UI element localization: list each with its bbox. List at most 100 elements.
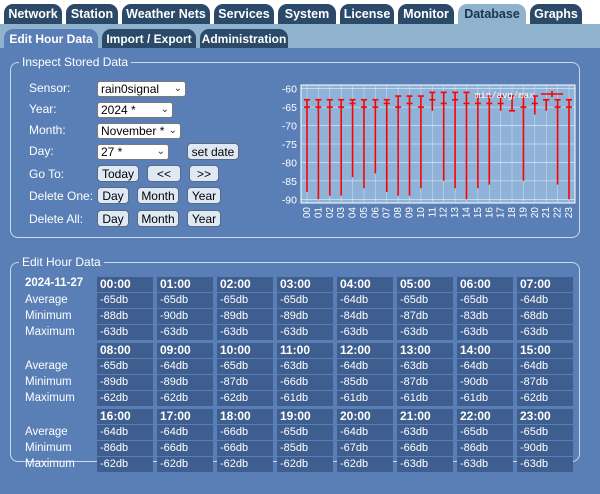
average-cell[interactable]: -64db: [337, 293, 393, 308]
maximum-cell[interactable]: -63db: [397, 457, 453, 472]
delete-all-month-button[interactable]: Month: [137, 210, 179, 227]
average-cell[interactable]: -65db: [277, 293, 333, 308]
tab-edit-hour-data[interactable]: Edit Hour Data: [4, 29, 98, 48]
average-cell[interactable]: -63db: [397, 425, 453, 440]
minimum-cell[interactable]: -89db: [277, 309, 333, 324]
maximum-cell[interactable]: -63db: [97, 325, 153, 340]
average-cell[interactable]: -65db: [457, 293, 513, 308]
maximum-cell[interactable]: -62db: [277, 457, 333, 472]
minimum-cell[interactable]: -85db: [277, 441, 333, 456]
tab-monitor[interactable]: Monitor: [398, 4, 454, 24]
minimum-cell[interactable]: -87db: [517, 375, 573, 390]
prev-button[interactable]: <<: [147, 165, 181, 182]
maximum-cell[interactable]: -61db: [277, 391, 333, 406]
average-cell[interactable]: -63db: [277, 359, 333, 374]
maximum-cell[interactable]: -62db: [157, 391, 213, 406]
maximum-cell[interactable]: -63db: [457, 457, 513, 472]
maximum-cell[interactable]: -62db: [217, 457, 273, 472]
average-cell[interactable]: -65db: [97, 293, 153, 308]
maximum-cell[interactable]: -63db: [457, 325, 513, 340]
x-tick-label: 13: [450, 207, 461, 219]
minimum-cell[interactable]: -86db: [457, 441, 513, 456]
tab-weather-nets[interactable]: Weather Nets: [122, 4, 210, 24]
delete-one-month-button[interactable]: Month: [137, 187, 179, 204]
delete-one-day-button[interactable]: Day: [97, 187, 129, 204]
minimum-cell[interactable]: -87db: [397, 309, 453, 324]
month-select[interactable]: November * ⌄: [97, 123, 181, 139]
day-select[interactable]: 27 * ⌄: [97, 144, 169, 160]
minimum-cell[interactable]: -84db: [337, 309, 393, 324]
maximum-cell[interactable]: -63db: [277, 325, 333, 340]
minimum-cell[interactable]: -85db: [337, 375, 393, 390]
maximum-cell[interactable]: -62db: [97, 457, 153, 472]
average-cell[interactable]: -64db: [157, 425, 213, 440]
average-cell[interactable]: -65db: [217, 293, 273, 308]
maximum-cell[interactable]: -63db: [217, 325, 273, 340]
maximum-cell[interactable]: -63db: [157, 325, 213, 340]
tab-import-export[interactable]: Import / Export: [102, 29, 196, 48]
maximum-cell[interactable]: -61db: [457, 391, 513, 406]
minimum-cell[interactable]: -90db: [457, 375, 513, 390]
minimum-cell[interactable]: -89db: [157, 375, 213, 390]
maximum-cell[interactable]: -61db: [337, 391, 393, 406]
delete-all-year-button[interactable]: Year: [187, 210, 221, 227]
tab-system[interactable]: System: [278, 4, 336, 24]
average-cell[interactable]: -64db: [517, 293, 573, 308]
maximum-cell[interactable]: -62db: [97, 391, 153, 406]
year-select[interactable]: 2024 * ⌄: [97, 102, 173, 118]
average-cell[interactable]: -66db: [217, 425, 273, 440]
delete-all-day-button[interactable]: Day: [97, 210, 129, 227]
minimum-cell[interactable]: -89db: [97, 375, 153, 390]
minimum-cell[interactable]: -68db: [517, 309, 573, 324]
average-cell[interactable]: -65db: [97, 359, 153, 374]
sensor-select[interactable]: rain0signal ⌄: [97, 81, 186, 97]
minimum-cell[interactable]: -66db: [277, 375, 333, 390]
maximum-cell[interactable]: -63db: [517, 457, 573, 472]
delete-one-year-button[interactable]: Year: [187, 187, 221, 204]
average-cell[interactable]: -64db: [337, 359, 393, 374]
minimum-cell[interactable]: -90db: [157, 309, 213, 324]
tab-administration[interactable]: Administration: [200, 29, 288, 48]
minimum-cell[interactable]: -87db: [397, 375, 453, 390]
minimum-cell[interactable]: -67db: [337, 441, 393, 456]
next-button[interactable]: >>: [189, 165, 219, 182]
maximum-cell[interactable]: -62db: [157, 457, 213, 472]
average-cell[interactable]: -64db: [457, 359, 513, 374]
minimum-cell[interactable]: -87db: [217, 375, 273, 390]
average-cell[interactable]: -64db: [157, 359, 213, 374]
average-cell[interactable]: -64db: [337, 425, 393, 440]
average-cell[interactable]: -65db: [397, 293, 453, 308]
minimum-cell[interactable]: -88db: [97, 309, 153, 324]
average-cell[interactable]: -65db: [517, 425, 573, 440]
maximum-cell[interactable]: -62db: [217, 391, 273, 406]
average-cell[interactable]: -65db: [277, 425, 333, 440]
minimum-cell[interactable]: -66db: [217, 441, 273, 456]
maximum-cell[interactable]: -63db: [337, 325, 393, 340]
inspect-stored-data-panel: Inspect Stored Data Sensor: rain0signal …: [10, 55, 580, 238]
tab-network[interactable]: Network: [4, 4, 62, 24]
minimum-cell[interactable]: -86db: [97, 441, 153, 456]
average-cell[interactable]: -64db: [517, 359, 573, 374]
today-button[interactable]: Today: [97, 165, 139, 182]
maximum-cell[interactable]: -63db: [517, 325, 573, 340]
minimum-cell[interactable]: -90db: [517, 441, 573, 456]
average-cell[interactable]: -65db: [157, 293, 213, 308]
average-cell[interactable]: -63db: [397, 359, 453, 374]
tab-database[interactable]: Database: [458, 4, 526, 24]
average-cell[interactable]: -65db: [457, 425, 513, 440]
maximum-cell[interactable]: -62db: [517, 391, 573, 406]
tab-license[interactable]: License: [340, 4, 394, 24]
tab-graphs[interactable]: Graphs: [530, 4, 582, 24]
tab-station[interactable]: Station: [66, 4, 118, 24]
tab-services[interactable]: Services: [214, 4, 274, 24]
maximum-cell[interactable]: -61db: [397, 391, 453, 406]
average-cell[interactable]: -64db: [97, 425, 153, 440]
minimum-cell[interactable]: -83db: [457, 309, 513, 324]
maximum-cell[interactable]: -63db: [397, 325, 453, 340]
set-date-button[interactable]: set date: [187, 143, 239, 160]
minimum-cell[interactable]: -66db: [397, 441, 453, 456]
maximum-cell[interactable]: -62db: [337, 457, 393, 472]
average-cell[interactable]: -65db: [217, 359, 273, 374]
minimum-cell[interactable]: -89db: [217, 309, 273, 324]
minimum-cell[interactable]: -66db: [157, 441, 213, 456]
